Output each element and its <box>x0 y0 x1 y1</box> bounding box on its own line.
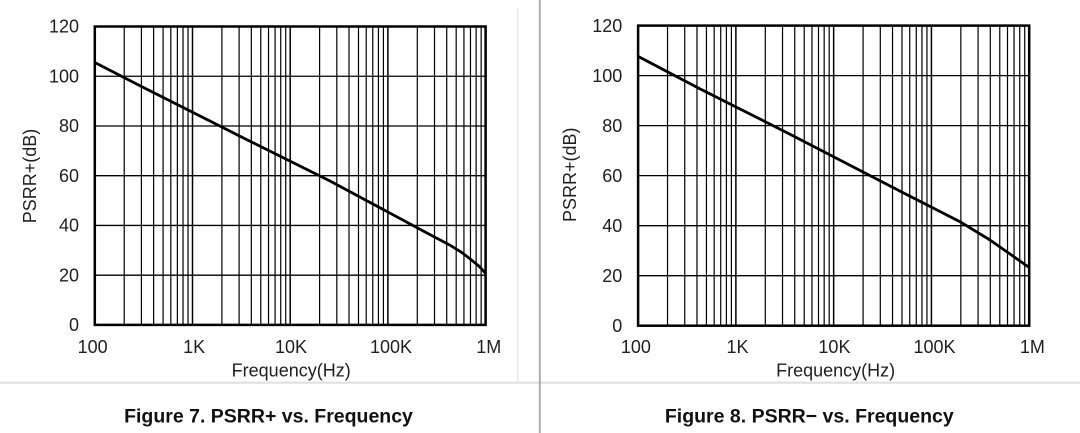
svg-text:80: 80 <box>59 116 79 136</box>
svg-text:Figure 7. PSRR+ vs. Frequency: Figure 7. PSRR+ vs. Frequency <box>124 405 413 427</box>
svg-text:10K: 10K <box>818 337 850 357</box>
svg-text:100: 100 <box>78 337 108 357</box>
svg-text:PSRR+(dB): PSRR+(dB) <box>20 129 40 224</box>
svg-text:Figure 8. PSRR− vs. Frequency: Figure 8. PSRR− vs. Frequency <box>665 405 954 427</box>
svg-text:100: 100 <box>592 66 622 86</box>
svg-text:60: 60 <box>59 166 79 186</box>
svg-text:100K: 100K <box>914 337 956 357</box>
svg-text:40: 40 <box>59 216 79 236</box>
svg-text:40: 40 <box>602 216 622 236</box>
svg-text:0: 0 <box>69 315 79 335</box>
svg-text:Frequency(Hz): Frequency(Hz) <box>776 360 895 380</box>
svg-text:20: 20 <box>59 265 79 285</box>
svg-text:Frequency(Hz): Frequency(Hz) <box>232 360 351 380</box>
svg-text:1K: 1K <box>183 337 205 357</box>
svg-text:1K: 1K <box>726 337 748 357</box>
svg-text:120: 120 <box>592 16 622 36</box>
svg-text:120: 120 <box>49 17 79 37</box>
svg-text:10K: 10K <box>275 337 307 357</box>
svg-text:0: 0 <box>612 316 622 336</box>
svg-text:100: 100 <box>621 337 651 357</box>
svg-text:60: 60 <box>602 166 622 186</box>
svg-text:20: 20 <box>602 266 622 286</box>
svg-text:80: 80 <box>602 116 622 136</box>
svg-text:1M: 1M <box>476 337 501 357</box>
svg-text:1M: 1M <box>1020 337 1045 357</box>
svg-text:100: 100 <box>49 66 79 86</box>
svg-text:100K: 100K <box>370 337 412 357</box>
svg-text:PSRR+(dB): PSRR+(dB) <box>560 127 580 222</box>
